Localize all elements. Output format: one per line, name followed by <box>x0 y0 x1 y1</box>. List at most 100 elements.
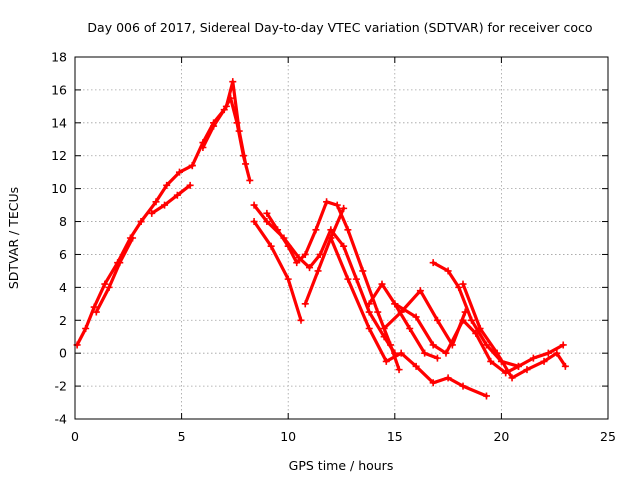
data-series <box>73 78 569 400</box>
data-point-marker <box>297 316 305 324</box>
plot-frame <box>74 56 609 420</box>
data-point-marker <box>263 218 271 226</box>
series-track-8 <box>250 218 305 324</box>
data-point-marker <box>412 313 420 321</box>
data-point-marker <box>246 176 254 184</box>
data-point-marker <box>199 144 207 151</box>
y-tick-label: 16 <box>51 82 67 97</box>
series-track <box>94 236 135 314</box>
y-tick-label: -4 <box>55 412 68 427</box>
data-point-marker <box>365 308 373 316</box>
x-tick-label: 10 <box>280 429 296 444</box>
data-point-marker <box>274 226 282 234</box>
series-track-9 <box>263 198 403 374</box>
data-point-marker <box>416 287 424 295</box>
data-point-marker <box>175 168 183 176</box>
data-point-marker <box>92 308 100 316</box>
data-point-marker <box>444 374 452 382</box>
data-point-marker <box>316 250 324 258</box>
y-tick-label: 6 <box>59 247 67 262</box>
data-point-marker <box>387 341 395 349</box>
data-point-marker <box>340 242 348 250</box>
series-track-15 <box>391 300 567 377</box>
series-track <box>150 183 192 215</box>
y-tick-label: 10 <box>51 181 67 196</box>
x-tick-label: 25 <box>600 429 616 444</box>
data-point-marker <box>444 267 452 275</box>
data-point-marker <box>482 341 490 349</box>
data-point-marker <box>433 316 441 324</box>
series-track <box>329 236 489 398</box>
data-point-marker <box>323 198 331 206</box>
data-point-marker <box>406 325 414 332</box>
x-axis-label: GPS time / hours <box>289 458 394 473</box>
data-point-marker <box>284 275 292 283</box>
data-point-marker <box>380 325 388 332</box>
data-point-marker <box>352 275 360 283</box>
y-tick-label: 8 <box>59 214 67 229</box>
data-point-marker <box>391 300 399 308</box>
data-point-marker <box>344 226 352 234</box>
data-point-marker <box>540 357 548 365</box>
data-point-marker <box>250 201 258 209</box>
y-tick-label: 14 <box>51 115 67 130</box>
x-tick-label: 5 <box>178 429 186 444</box>
series-track-6 <box>199 78 250 168</box>
x-tick-label: 0 <box>71 429 79 444</box>
data-point-marker <box>116 259 124 267</box>
series-track <box>201 80 248 166</box>
data-point-marker <box>433 354 441 362</box>
data-point-marker <box>365 325 373 332</box>
data-point-marker <box>382 357 390 365</box>
data-point-marker <box>397 349 405 357</box>
data-point-marker <box>472 329 480 337</box>
grid <box>75 57 608 419</box>
data-point-marker <box>301 250 309 258</box>
data-point-marker <box>514 362 522 370</box>
data-point-marker <box>395 366 403 374</box>
y-tick-label: 18 <box>51 50 67 65</box>
y-tick-label: 4 <box>59 280 67 295</box>
data-point-marker <box>267 242 275 250</box>
data-point-marker <box>429 259 437 267</box>
axis-ticks: 0 5 10 15 20 25 -4 -2 0 2 4 6 8 10 12 14 16 18 <box>51 50 616 445</box>
data-point-marker <box>482 392 490 400</box>
data-point-marker <box>459 382 467 390</box>
data-point-marker <box>412 362 420 370</box>
data-point-marker <box>306 264 314 272</box>
data-point-marker <box>312 226 320 234</box>
data-point-marker <box>82 325 90 332</box>
x-tick-label: 15 <box>387 429 403 444</box>
series-track-3 <box>137 162 196 226</box>
y-tick-label: 0 <box>59 346 67 361</box>
series-track <box>461 282 568 380</box>
data-point-marker <box>455 283 463 291</box>
data-point-marker <box>365 300 373 308</box>
data-point-marker <box>421 349 429 357</box>
data-point-marker <box>344 275 352 283</box>
data-point-marker <box>561 362 569 370</box>
data-point-marker <box>210 122 218 130</box>
data-point-marker <box>508 374 516 382</box>
data-point-marker <box>301 300 309 308</box>
data-point-marker <box>229 78 237 86</box>
data-point-marker <box>161 201 169 209</box>
data-point-marker <box>222 102 230 110</box>
data-point-marker <box>459 316 467 324</box>
data-point-marker <box>105 283 113 291</box>
data-point-marker <box>186 181 194 189</box>
data-point-marker <box>101 280 109 288</box>
data-point-marker <box>173 191 181 199</box>
data-point-marker <box>340 204 348 212</box>
data-point-marker <box>429 379 437 387</box>
data-point-marker <box>429 341 437 349</box>
data-point-marker <box>378 280 386 288</box>
x-tick-label: 20 <box>493 429 509 444</box>
data-point-marker <box>284 242 292 250</box>
data-point-marker <box>90 303 98 311</box>
y-tick-label: -2 <box>55 379 67 394</box>
series-track-11 <box>327 234 490 400</box>
data-point-marker <box>137 218 145 226</box>
data-point-marker <box>293 259 301 267</box>
